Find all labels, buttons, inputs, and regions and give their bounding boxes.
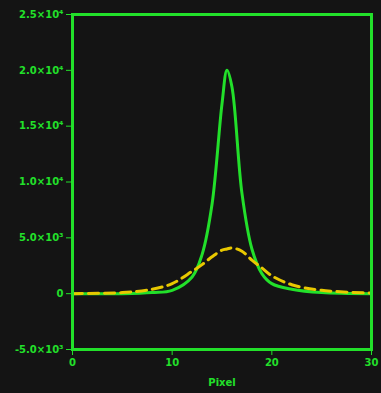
svg-text:10: 10 <box>165 357 179 368</box>
svg-text:20: 20 <box>265 357 279 368</box>
svg-text:1.0×10⁴: 1.0×10⁴ <box>19 176 63 187</box>
svg-text:2.5×10⁴: 2.5×10⁴ <box>19 9 63 20</box>
svg-text:-5.0×10³: -5.0×10³ <box>15 344 64 355</box>
svg-text:0: 0 <box>57 288 64 299</box>
svg-text:30: 30 <box>365 357 379 368</box>
svg-text:Pixel: Pixel <box>208 377 235 388</box>
svg-text:1.5×10⁴: 1.5×10⁴ <box>19 120 63 131</box>
svg-text:2.0×10⁴: 2.0×10⁴ <box>19 65 63 76</box>
svg-text:0: 0 <box>69 357 76 368</box>
svg-text:5.0×10³: 5.0×10³ <box>19 232 63 243</box>
